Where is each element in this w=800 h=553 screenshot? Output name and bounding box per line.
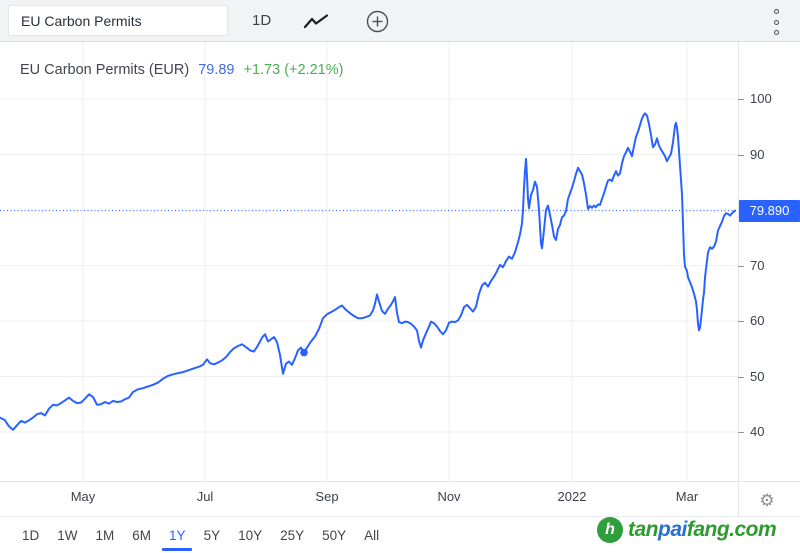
time-axis-label: Nov: [437, 489, 461, 504]
range-button-1y[interactable]: 1Y: [160, 517, 195, 553]
logo-text-part: fang.com: [686, 518, 777, 541]
range-button-1w[interactable]: 1W: [57, 527, 78, 543]
time-axis-label: Jul: [196, 489, 214, 504]
active-range-underline: [162, 548, 193, 551]
top-toolbar: 1D: [0, 0, 800, 42]
plus-circle-icon: [366, 10, 388, 32]
settings-gear-icon[interactable]: ⚙: [759, 491, 775, 511]
time-axis-label: May: [70, 489, 96, 504]
more-menu-button[interactable]: [768, 8, 784, 36]
price-axis-label: 70: [750, 257, 765, 273]
tanpaifang-logo-text: tanpaifang.com: [628, 518, 777, 542]
interval-button[interactable]: 1D: [252, 12, 272, 29]
time-axis-label: 2022: [557, 489, 587, 504]
line-style-icon: [303, 13, 328, 28]
price-axis-label: 100: [750, 91, 772, 106]
price-axis-tick: [738, 99, 744, 100]
price-axis-label: 40: [750, 424, 765, 439]
compare-add-button[interactable]: [362, 9, 392, 33]
price-line-series: [0, 112, 736, 431]
price-axis-label: 60: [750, 313, 765, 328]
price-axis-tick: [738, 321, 744, 322]
chart-canvas[interactable]: [0, 42, 738, 481]
kebab-menu-icon: [773, 19, 779, 25]
range-button-6m[interactable]: 6M: [132, 527, 152, 543]
tanpaifang-logo-link[interactable]: h tanpaifang.com: [597, 517, 777, 543]
time-axis-label: Sep: [315, 489, 339, 504]
range-button-50y[interactable]: 50Y: [322, 527, 347, 543]
time-axis-border: [0, 481, 800, 482]
symbol-title: EU Carbon Permits (EUR): [20, 62, 190, 78]
price-change: +1.73 (+2.21%): [243, 62, 344, 78]
range-button-5y[interactable]: 5Y: [203, 527, 221, 543]
price-axis-label: 50: [750, 368, 765, 384]
logo-text-part: pai: [658, 518, 687, 541]
symbol-search-input[interactable]: [8, 5, 228, 36]
price-axis-label: 90: [750, 146, 765, 162]
time-axis-label: Mar: [675, 489, 699, 504]
range-button-10y[interactable]: 10Y: [238, 527, 263, 543]
tanpaifang-logo-icon: h: [597, 517, 623, 543]
range-button-1m[interactable]: 1M: [95, 527, 115, 543]
range-button-all[interactable]: All: [364, 527, 380, 543]
price-axis-tick: [738, 154, 744, 156]
range-selector: 1D 1W 1M 6M 1Y 5Y 10Y 25Y 50Y All: [0, 516, 800, 553]
data-point-marker: [300, 348, 308, 357]
last-price: 79.89: [198, 62, 235, 78]
chart-style-button[interactable]: [298, 10, 334, 32]
symbol-legend: EU Carbon Permits (EUR) 79.89 +1.73 (+2.…: [20, 62, 343, 78]
kebab-menu-icon: [773, 30, 779, 35]
range-button-1d[interactable]: 1D: [22, 527, 40, 543]
price-axis-tick: [738, 265, 744, 267]
range-button-25y[interactable]: 25Y: [280, 527, 305, 543]
logo-text-part: tan: [628, 518, 659, 541]
price-axis-tick: [738, 376, 744, 378]
price-axis-tick: [738, 432, 744, 433]
kebab-menu-icon: [773, 9, 779, 14]
price-axis-border: [738, 42, 739, 516]
last-price-label: 79.890: [739, 199, 800, 222]
